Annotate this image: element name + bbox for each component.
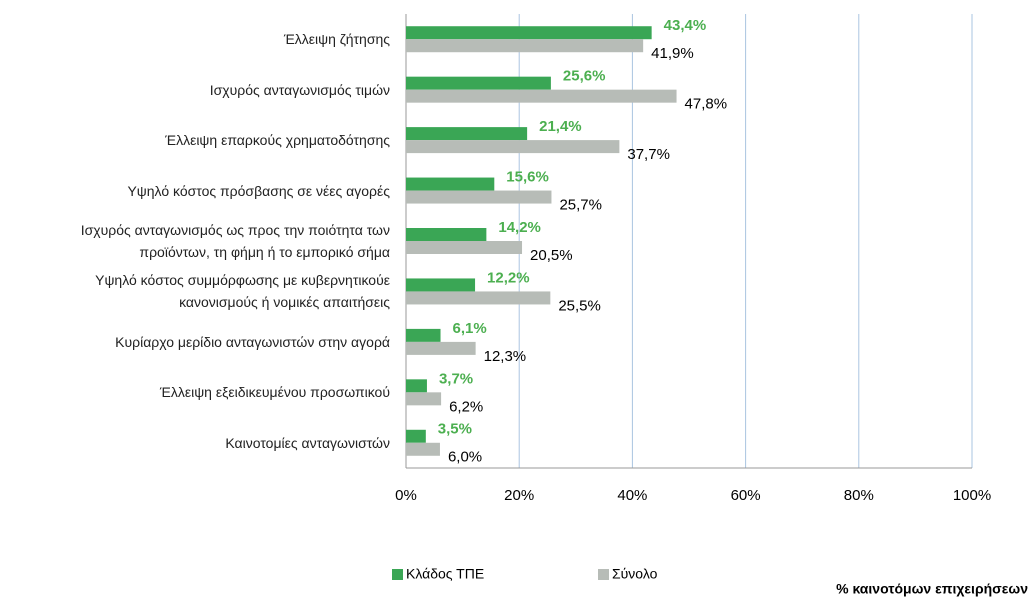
bar <box>406 341 476 355</box>
y-tick-label: Έλλειψη εξειδικευμένου προσωπικού <box>159 384 390 401</box>
x-tick-label: 40% <box>617 487 647 504</box>
bar <box>406 190 552 204</box>
bar <box>406 39 644 53</box>
legend-label: Κλάδος ΤΠΕ <box>406 566 484 582</box>
y-tick-label: Ισχυρός ανταγωνισμός ως προς την ποιότητ… <box>80 222 390 260</box>
x-tick-label: 80% <box>844 487 874 504</box>
bar <box>406 291 551 305</box>
y-tick-label: Καινοτομίες ανταγωνιστών <box>225 434 390 451</box>
legend-swatch <box>392 569 403 580</box>
y-tick-label: Υψηλό κόστος συμμόρφωσης με κυβερνητικού… <box>95 272 390 311</box>
bar <box>406 278 476 292</box>
data-label: 43,4% <box>664 17 707 34</box>
data-label: 14,2% <box>498 219 541 236</box>
bar <box>406 392 442 406</box>
y-tick-label: Έλλειψη ζήτησης <box>283 31 390 48</box>
data-label: 6,1% <box>453 320 487 337</box>
data-label: 20,5% <box>530 247 573 264</box>
data-label: 3,5% <box>438 421 472 438</box>
bar <box>406 328 441 342</box>
bar <box>406 89 677 103</box>
bar <box>406 177 495 191</box>
y-tick-label: Κυρίαρχο μερίδιο ανταγωνιστών στην αγορά <box>115 333 390 350</box>
bar <box>406 442 440 456</box>
x-tick-label: 100% <box>953 487 991 504</box>
y-tick-label: Έλλειψη επαρκούς χρηματοδότησης <box>165 132 390 149</box>
bar <box>406 26 652 40</box>
bar <box>406 379 427 393</box>
x-tick-label: 20% <box>504 487 534 504</box>
data-label: 47,8% <box>685 96 728 113</box>
data-label: 12,3% <box>484 348 527 365</box>
bar <box>406 429 426 443</box>
data-label: 25,7% <box>559 197 602 214</box>
legend-swatch <box>598 569 609 580</box>
data-label: 25,5% <box>558 297 601 314</box>
data-label: 6,0% <box>448 449 482 466</box>
y-tick-label: Ισχυρός ανταγωνισμός τιμών <box>209 81 390 98</box>
data-label: 37,7% <box>627 146 670 163</box>
bar <box>406 241 523 254</box>
x-axis-title: % καινοτόμων επιχειρήσεων <box>836 581 1028 597</box>
data-label: 25,6% <box>563 68 606 85</box>
bar <box>406 76 551 90</box>
data-label: 15,6% <box>506 169 549 186</box>
data-label: 6,2% <box>449 398 483 415</box>
bar <box>406 140 620 154</box>
legend-label: Σύνολο <box>612 566 658 582</box>
x-tick-label: 0% <box>395 487 417 504</box>
y-tick-label: Υψηλό κόστος πρόσβασης σε νέες αγορές <box>127 182 390 199</box>
data-label: 21,4% <box>539 118 582 135</box>
bar <box>406 127 528 141</box>
data-label: 41,9% <box>651 45 694 62</box>
x-tick-label: 60% <box>731 487 761 504</box>
bar <box>406 228 487 241</box>
data-label: 3,7% <box>439 370 473 387</box>
data-label: 12,2% <box>487 269 530 286</box>
